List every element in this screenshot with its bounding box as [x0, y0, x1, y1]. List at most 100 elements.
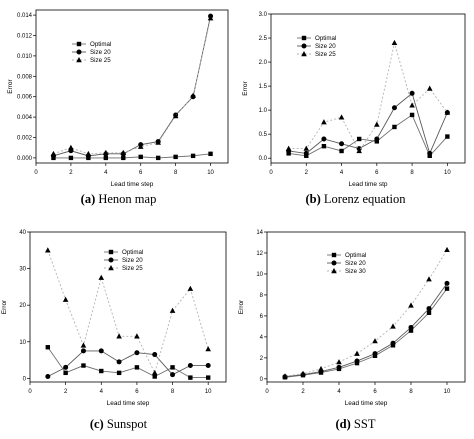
data-point	[390, 323, 396, 329]
data-point	[172, 113, 179, 119]
x-tick-label: 2	[64, 389, 68, 395]
data-point	[372, 351, 378, 357]
data-point	[303, 145, 310, 151]
data-point	[173, 154, 178, 160]
x-tick-label: 4	[100, 389, 104, 395]
series-line-optimal	[47, 346, 209, 379]
y-tick-label: 30	[19, 267, 26, 273]
legend-marker	[108, 265, 114, 271]
series-line-optimal	[288, 114, 448, 157]
chart-henon-map: 0 2 4 6 8 10 0.000 0.002 0.004 0.006 0.008 0.010 0.0…	[7, 9, 229, 188]
data-point	[336, 359, 342, 365]
legend-marker	[331, 252, 337, 258]
data-point	[85, 150, 92, 157]
data-point	[303, 150, 309, 156]
y-tick-label: 0.000	[17, 156, 33, 162]
data-point	[356, 136, 362, 142]
data-point	[63, 364, 69, 370]
legend-marker	[76, 41, 82, 47]
legend-marker	[76, 49, 82, 55]
data-point	[68, 155, 74, 161]
caption-label: (b)	[305, 192, 321, 206]
caption-sunspot: (c) Sunspot	[0, 417, 237, 432]
data-point	[155, 155, 161, 161]
data-point	[445, 134, 450, 139]
y-tick-label: 0.010	[17, 54, 33, 60]
y-tick-label: 6	[260, 314, 264, 320]
y-tick-label: 0.004	[17, 115, 33, 121]
data-point	[205, 346, 211, 352]
plot-frame	[270, 13, 466, 164]
data-point	[444, 280, 450, 286]
data-point	[374, 121, 380, 127]
data-point	[169, 307, 176, 313]
x-tick-label: 4	[340, 170, 344, 176]
data-point	[408, 324, 414, 330]
data-point	[45, 247, 51, 253]
y-tick-label: 1.0	[259, 108, 268, 114]
x-tick-label: 6	[373, 389, 377, 395]
data-point	[321, 119, 327, 125]
plot-frame	[29, 231, 227, 383]
data-point	[392, 124, 397, 130]
data-point	[152, 352, 158, 358]
panel-lorenz-equation: 0 2 4 6 8 10 0.0 0.5 1.0 1.5 2.0 2.5 3.0 Lead time st…	[237, 0, 474, 215]
y-tick-label: 0.014	[17, 13, 33, 19]
legend-marker	[331, 268, 337, 274]
data-point	[408, 302, 414, 308]
plot-frame	[266, 231, 466, 383]
y-tick-label: 0.012	[17, 34, 33, 40]
data-point	[426, 85, 433, 91]
series-line-size-25	[288, 42, 448, 152]
y-tick-label: 4	[260, 335, 264, 341]
x-tick-label: 10	[205, 389, 212, 395]
data-point	[426, 276, 432, 282]
data-point	[282, 373, 288, 379]
legend-marker	[108, 249, 114, 255]
data-point	[134, 333, 140, 339]
data-point	[336, 364, 342, 370]
data-point	[354, 358, 360, 364]
data-point	[321, 143, 327, 149]
legend-marker	[331, 260, 337, 266]
data-point	[80, 348, 86, 354]
series-line-size-25	[53, 18, 211, 155]
panel-sunspot: 0 2 4 6 8 10 0 10 20 30 40 Lead time step Error Optim…	[0, 222, 237, 439]
caption-title: Henon map	[98, 192, 157, 206]
data-point	[80, 342, 87, 348]
y-tick-label: 0	[23, 376, 27, 382]
x-axis-label: Lead time stp	[348, 181, 387, 188]
y-axis-label: Error	[242, 80, 249, 95]
data-point	[116, 333, 122, 339]
caption-title: SST	[353, 417, 376, 431]
data-point	[170, 365, 175, 370]
series-line-size-25	[47, 250, 209, 375]
legend-entry: Size 30	[345, 268, 366, 275]
legend-entry: Optimal	[345, 252, 366, 259]
x-tick-label: 8	[171, 389, 175, 395]
data-point	[134, 365, 140, 370]
series-line-size-20	[53, 16, 211, 157]
x-tick-label: 6	[135, 389, 139, 395]
x-tick-label: 4	[104, 170, 108, 176]
data-point	[444, 246, 450, 253]
x-tick-label: 6	[375, 170, 379, 176]
legend-entry: Size 25	[315, 51, 336, 58]
y-tick-label: 0	[260, 377, 264, 383]
data-point	[155, 139, 161, 145]
caption-label: (a)	[80, 192, 96, 206]
y-tick-label: 3.0	[259, 12, 268, 18]
legend-entry: Optimal	[315, 35, 336, 42]
x-tick-label: 10	[444, 170, 451, 176]
x-tick-label: 0	[269, 170, 273, 176]
data-point	[188, 375, 193, 380]
legend-entry: Size 20	[315, 43, 336, 50]
data-point	[205, 363, 211, 369]
data-point	[45, 345, 51, 350]
x-tick-label: 4	[337, 389, 341, 395]
data-point	[116, 370, 122, 376]
y-axis-label: Error	[238, 299, 245, 314]
data-point	[187, 285, 194, 291]
